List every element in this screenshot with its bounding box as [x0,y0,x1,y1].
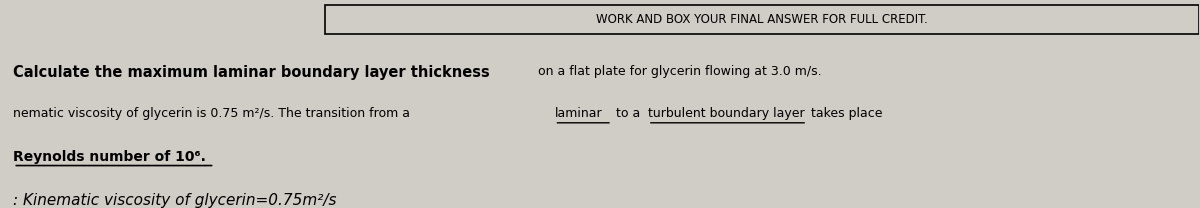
Text: takes place: takes place [808,107,883,120]
Text: Calculate the maximum laminar boundary layer thickness: Calculate the maximum laminar boundary l… [13,65,490,80]
Text: WORK AND BOX YOUR FINAL ANSWER FOR FULL CREDIT.: WORK AND BOX YOUR FINAL ANSWER FOR FULL … [595,13,928,26]
Text: Reynolds number of 10⁶.: Reynolds number of 10⁶. [13,150,206,164]
Text: laminar: laminar [554,107,602,120]
Text: to a: to a [612,107,644,120]
Text: on a flat plate for glycerin flowing at 3.0 m/s.: on a flat plate for glycerin flowing at … [534,65,822,78]
Text: : Kinematic viscosity of glycerin=0.75m²/s: : Kinematic viscosity of glycerin=0.75m²… [13,193,337,208]
Text: nematic viscosity of glycerin is 0.75 m²/s. The transition from a: nematic viscosity of glycerin is 0.75 m²… [13,107,414,120]
Text: turbulent boundary layer: turbulent boundary layer [648,107,804,120]
FancyBboxPatch shape [325,5,1199,34]
